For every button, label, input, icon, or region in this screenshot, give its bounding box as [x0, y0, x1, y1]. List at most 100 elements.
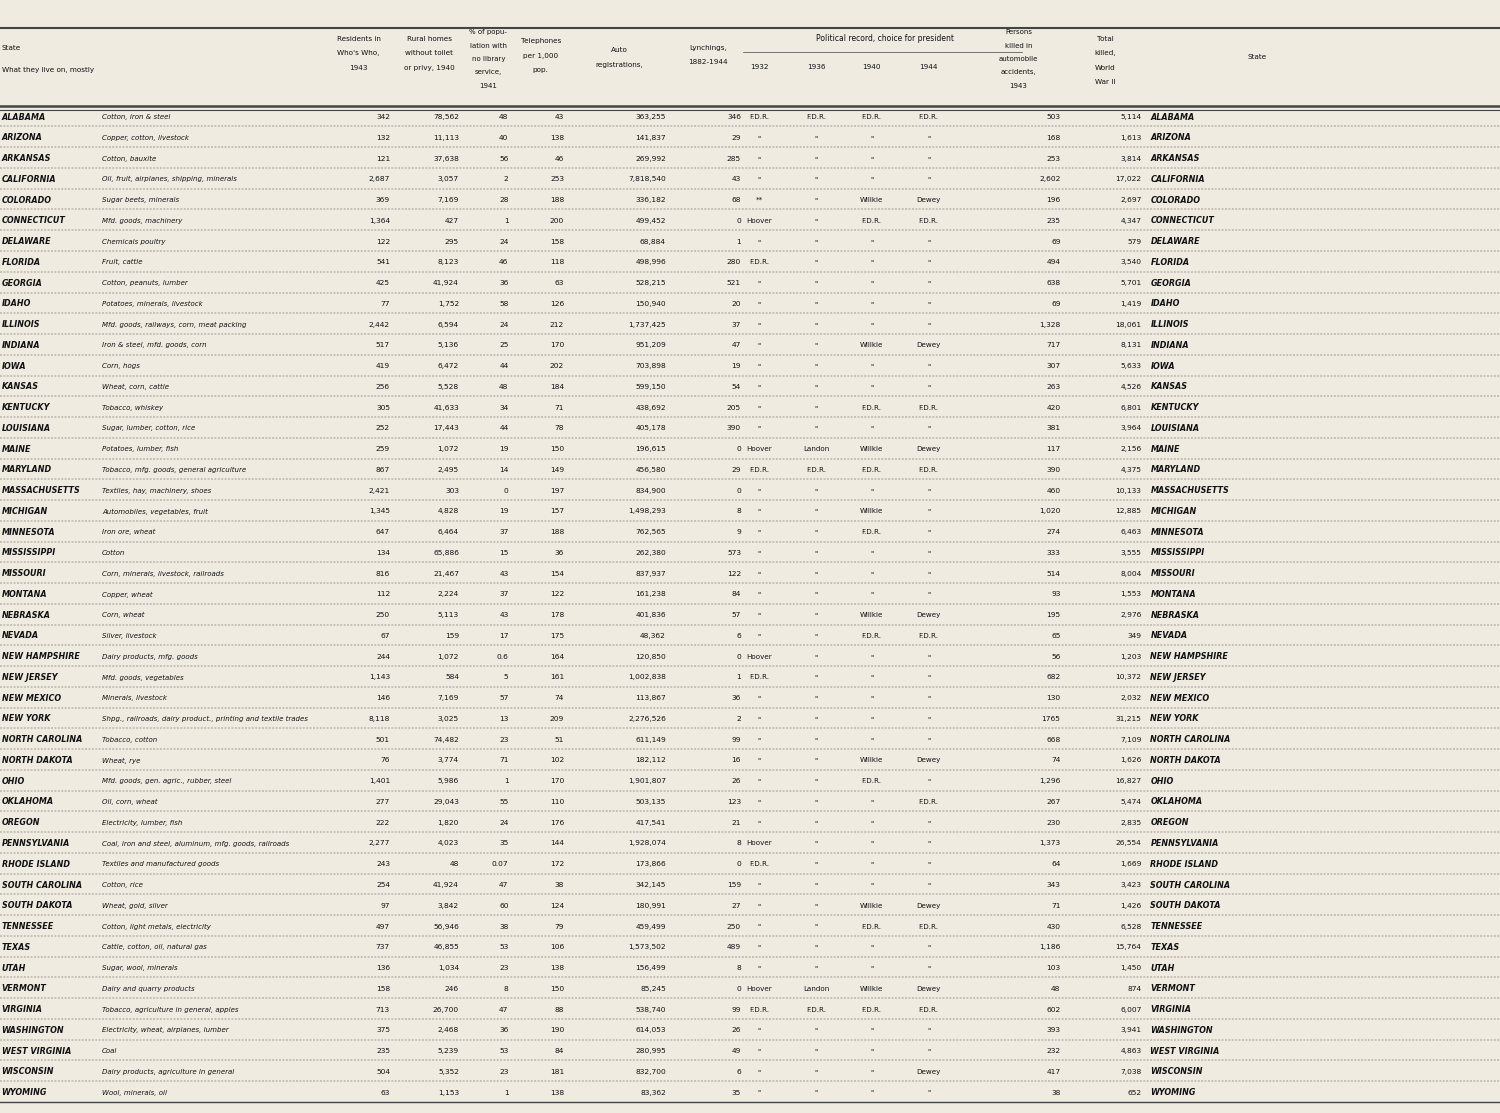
Text: ": " [815, 591, 818, 598]
Text: 267: 267 [1047, 799, 1060, 805]
Text: Cotton, peanuts, lumber: Cotton, peanuts, lumber [102, 280, 188, 286]
Text: ": " [758, 1048, 760, 1054]
Text: RHODE ISLAND: RHODE ISLAND [2, 859, 69, 869]
Text: 58: 58 [500, 301, 508, 307]
Text: 84: 84 [555, 1048, 564, 1054]
Text: ": " [927, 322, 930, 327]
Text: Dairy products, agriculture in general: Dairy products, agriculture in general [102, 1068, 234, 1075]
Text: 0: 0 [736, 487, 741, 494]
Text: 36: 36 [500, 1027, 508, 1033]
Text: Cattle, cotton, oil, natural gas: Cattle, cotton, oil, natural gas [102, 944, 207, 951]
Text: 269,992: 269,992 [634, 156, 666, 161]
Text: F.D.R.: F.D.R. [748, 674, 770, 680]
Text: ALABAMA: ALABAMA [1150, 112, 1194, 121]
Text: 41,924: 41,924 [433, 280, 459, 286]
Text: 117: 117 [1047, 446, 1060, 452]
Text: 280,995: 280,995 [636, 1048, 666, 1054]
Text: 2,156: 2,156 [1120, 446, 1142, 452]
Text: ": " [927, 509, 930, 514]
Text: UTAH: UTAH [1150, 964, 1174, 973]
Text: ": " [927, 778, 930, 785]
Text: ": " [758, 799, 760, 805]
Text: Landon: Landon [802, 446, 830, 452]
Text: 97: 97 [381, 903, 390, 908]
Text: 573: 573 [728, 550, 741, 556]
Text: ": " [815, 840, 818, 847]
Text: 305: 305 [376, 405, 390, 411]
Text: ": " [758, 716, 760, 722]
Text: RHODE ISLAND: RHODE ISLAND [1150, 859, 1218, 869]
Text: 232: 232 [1047, 1048, 1060, 1054]
Text: 417,541: 417,541 [636, 820, 666, 826]
Text: World: World [1095, 65, 1116, 71]
Text: COLORADO: COLORADO [2, 196, 51, 205]
Text: 38: 38 [500, 924, 508, 929]
Text: Cotton, bauxite: Cotton, bauxite [102, 156, 156, 161]
Text: no library: no library [471, 56, 506, 62]
Text: Tobacco, mfg. goods, general agriculture: Tobacco, mfg. goods, general agriculture [102, 466, 246, 473]
Text: 173,866: 173,866 [636, 861, 666, 867]
Text: Dewey: Dewey [916, 343, 940, 348]
Text: 8,118: 8,118 [369, 716, 390, 722]
Text: GEORGIA: GEORGIA [1150, 278, 1191, 287]
Text: Hoover: Hoover [746, 840, 772, 847]
Text: Wheat, rye: Wheat, rye [102, 758, 141, 764]
Text: killed,: killed, [1095, 50, 1116, 57]
Text: 489: 489 [728, 944, 741, 951]
Text: Coal: Coal [102, 1048, 117, 1054]
Text: 494: 494 [1047, 259, 1060, 265]
Text: 48: 48 [450, 861, 459, 867]
Text: 21,467: 21,467 [433, 571, 459, 577]
Text: 253: 253 [550, 176, 564, 183]
Text: 41,924: 41,924 [433, 881, 459, 888]
Text: ": " [927, 425, 930, 432]
Text: 717: 717 [1047, 343, 1060, 348]
Text: ": " [815, 425, 818, 432]
Text: 85,245: 85,245 [640, 986, 666, 992]
Text: ": " [870, 322, 873, 327]
Text: NEW YORK: NEW YORK [2, 715, 50, 723]
Text: F.D.R.: F.D.R. [806, 1006, 826, 1013]
Text: LOUISIANA: LOUISIANA [2, 424, 51, 433]
Text: ": " [758, 343, 760, 348]
Text: 498,996: 498,996 [636, 259, 666, 265]
Text: 343: 343 [1047, 881, 1060, 888]
Text: TEXAS: TEXAS [1150, 943, 1179, 952]
Text: What they live on, mostly: What they live on, mostly [2, 67, 93, 73]
Text: ": " [758, 176, 760, 183]
Text: 6,007: 6,007 [1120, 1006, 1142, 1013]
Text: 1944: 1944 [920, 63, 938, 70]
Text: 37: 37 [500, 529, 508, 535]
Text: 19: 19 [500, 446, 508, 452]
Text: 2,421: 2,421 [369, 487, 390, 494]
Text: 1,419: 1,419 [1120, 301, 1142, 307]
Text: 0: 0 [736, 986, 741, 992]
Text: ": " [870, 156, 873, 161]
Text: pop.: pop. [532, 67, 549, 73]
Text: MAINE: MAINE [1150, 445, 1180, 454]
Text: Sugar, wool, minerals: Sugar, wool, minerals [102, 965, 177, 971]
Text: ": " [758, 280, 760, 286]
Text: ": " [815, 509, 818, 514]
Text: 136: 136 [376, 965, 390, 971]
Text: ": " [927, 696, 930, 701]
Text: TENNESSEE: TENNESSEE [1150, 922, 1203, 930]
Text: 26,554: 26,554 [1116, 840, 1142, 847]
Text: Cotton: Cotton [102, 550, 126, 556]
Text: 8: 8 [736, 840, 741, 847]
Text: Electricity, lumber, fish: Electricity, lumber, fish [102, 819, 183, 826]
Text: 181: 181 [549, 1068, 564, 1075]
Text: 1,669: 1,669 [1120, 861, 1142, 867]
Text: MAINE: MAINE [2, 445, 32, 454]
Text: 2: 2 [504, 176, 509, 183]
Text: Persons: Persons [1005, 29, 1032, 36]
Text: 76: 76 [381, 758, 390, 764]
Text: KANSAS: KANSAS [1150, 383, 1188, 392]
Text: or privy, 1940: or privy, 1940 [404, 65, 454, 71]
Text: ": " [815, 612, 818, 618]
Text: 78,562: 78,562 [433, 115, 459, 120]
Text: Corn, minerals, livestock, railroads: Corn, minerals, livestock, railroads [102, 571, 224, 577]
Text: ": " [927, 965, 930, 971]
Text: ": " [815, 343, 818, 348]
Text: automobile: automobile [999, 56, 1038, 62]
